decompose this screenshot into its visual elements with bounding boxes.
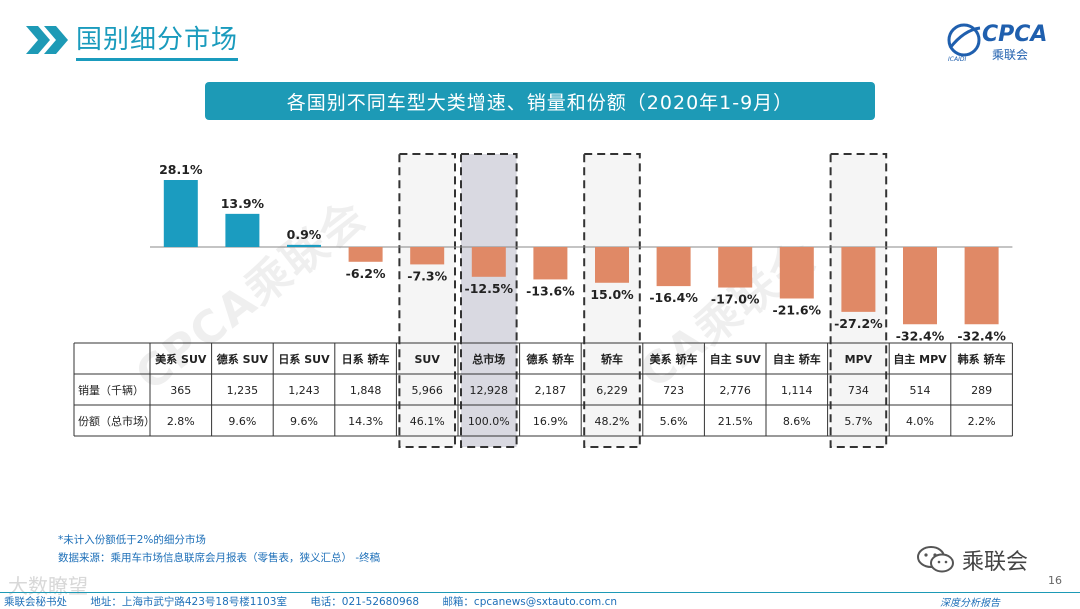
data-label-7: 15.0%: [590, 287, 634, 302]
chart-subtitle: 各国别不同车型大类增速、销量和份额（2020年1-9月）: [205, 82, 875, 120]
data-label-8: -16.4%: [649, 290, 698, 305]
cell-0-4: 5,966: [411, 384, 443, 397]
category-label-7: 轿车: [601, 352, 623, 366]
bar-11: [841, 247, 876, 312]
double-chevron-icon: [26, 26, 68, 54]
cell-0-0: 365: [170, 384, 191, 397]
logo-text: CPCA: [982, 22, 1048, 47]
category-label-11: MPV: [845, 353, 873, 366]
data-source: 数据来源：乘用车市场信息联席会月报表（零售表，狭义汇总） -终稿: [58, 552, 381, 564]
logo-small-text: ICAIDI: [948, 56, 967, 63]
cell-0-11: 734: [848, 384, 869, 397]
category-label-2: 日系 SUV: [278, 352, 330, 366]
highlight-box-5: [460, 153, 518, 448]
cell-0-10: 1,114: [781, 384, 813, 397]
header-bar: 国别细分市场: [24, 19, 239, 61]
cell-0-8: 723: [663, 384, 684, 397]
cell-1-8: 5.6%: [660, 415, 688, 428]
category-label-5: 总市场: [472, 352, 505, 366]
cell-0-1: 1,235: [227, 384, 259, 397]
data-label-11: -27.2%: [834, 316, 883, 331]
cell-1-12: 4.0%: [906, 415, 934, 428]
category-label-3: 日系 轿车: [342, 352, 390, 366]
bar-0: [163, 180, 198, 247]
bar-10: [779, 247, 814, 299]
highlight-box-7: [583, 153, 641, 448]
data-label-10: -21.6%: [773, 303, 822, 318]
data-label-5: -12.5%: [465, 281, 514, 296]
logo-subtitle: 乘联会: [992, 48, 1029, 62]
bar-3: [348, 247, 383, 262]
row-label-1: 份额（总市场）: [78, 414, 155, 428]
footer-phone: 电话：021-52680968: [310, 596, 420, 608]
data-label-9: -17.0%: [711, 292, 760, 307]
category-label-4: SUV: [415, 353, 441, 366]
bar-6: [533, 247, 568, 280]
cell-0-13: 289: [971, 384, 992, 397]
cell-0-3: 1,848: [350, 384, 382, 397]
category-label-10: 自主 轿车: [773, 352, 821, 366]
cell-1-2: 9.6%: [290, 415, 318, 428]
bar-5: [471, 247, 506, 277]
cell-1-4: 46.1%: [410, 415, 445, 428]
cell-1-0: 2.8%: [167, 415, 195, 428]
wechat-name: 乘联会: [962, 550, 1029, 575]
category-label-6: 德系 轿车: [525, 352, 574, 366]
overlay-brand: 大数瞭望: [8, 574, 88, 598]
cell-0-5: 12,928: [470, 384, 509, 397]
page-number: 16: [1048, 574, 1062, 587]
cell-1-10: 8.6%: [783, 415, 811, 428]
category-label-8: 美系 轿车: [650, 352, 698, 366]
data-label-3: -6.2%: [346, 266, 386, 281]
cell-0-6: 2,187: [535, 384, 567, 397]
cell-1-9: 21.5%: [718, 415, 753, 428]
footer-email: 邮箱：cpcanews@sxtauto.com.cn: [442, 596, 618, 608]
cell-0-7: 6,229: [596, 384, 628, 397]
page-title: 国别细分市场: [76, 19, 239, 61]
footer: 乘联会秘书处 地址：上海市武宁路423号18号楼1103室 电话：021-526…: [4, 594, 637, 609]
wechat-icon: [917, 546, 954, 573]
category-label-1: 德系 SUV: [216, 352, 269, 366]
data-label-6: -13.6%: [526, 283, 575, 298]
bar-4: [410, 247, 445, 265]
cell-1-7: 48.2%: [595, 415, 630, 428]
cell-1-11: 5.7%: [844, 415, 872, 428]
cell-1-3: 14.3%: [348, 415, 383, 428]
data-label-1: 13.9%: [221, 196, 265, 211]
cell-1-13: 2.2%: [968, 415, 996, 428]
bar-8: [656, 247, 691, 287]
data-label-12: -32.4%: [896, 328, 945, 343]
footnote: *未计入份额低于2%的细分市场: [58, 534, 206, 546]
cell-0-2: 1,243: [288, 384, 320, 397]
footer-address: 地址：上海市武宁路423号18号楼1103室: [90, 596, 287, 608]
footer-org: 乘联会秘书处: [4, 596, 67, 608]
footer-slogan: 深度分析报告: [940, 598, 1000, 609]
cell-1-6: 16.9%: [533, 415, 568, 428]
bar-9: [718, 247, 753, 288]
globe-logo-icon: [947, 23, 981, 57]
category-label-0: 美系 SUV: [155, 352, 207, 366]
bar-7: [595, 247, 629, 283]
growth-bar-chart: 28.1% 13.9% 0.9% -6.2% -7.3% -12.5% -13.6% 15.0…: [73, 153, 1013, 448]
footer-divider: [0, 592, 1080, 593]
bar-1: [225, 213, 260, 247]
bar-13: [964, 247, 999, 325]
cell-1-5: 100.0%: [468, 415, 510, 428]
cpca-logo: CPCA 乘联会 ICAIDI: [944, 20, 1054, 64]
data-label-13: -32.4%: [957, 328, 1006, 343]
data-label-2: 0.9%: [287, 227, 322, 242]
bar-12: [903, 247, 937, 325]
category-label-12: 自主 MPV: [893, 352, 947, 366]
category-label-13: 韩系 轿车: [958, 352, 1006, 366]
highlight-box-4: [398, 153, 456, 448]
row-label-0: 销量（千辆）: [78, 383, 144, 397]
cell-0-12: 514: [910, 384, 931, 397]
cell-1-1: 9.6%: [228, 415, 256, 428]
bar-2: [287, 244, 321, 247]
data-label-4: -7.3%: [407, 268, 447, 283]
category-label-9: 自主 SUV: [710, 352, 762, 366]
data-label-0: 28.1%: [159, 162, 203, 177]
cell-0-9: 2,776: [719, 384, 751, 397]
wechat-brand: 乘联会: [916, 544, 1028, 576]
